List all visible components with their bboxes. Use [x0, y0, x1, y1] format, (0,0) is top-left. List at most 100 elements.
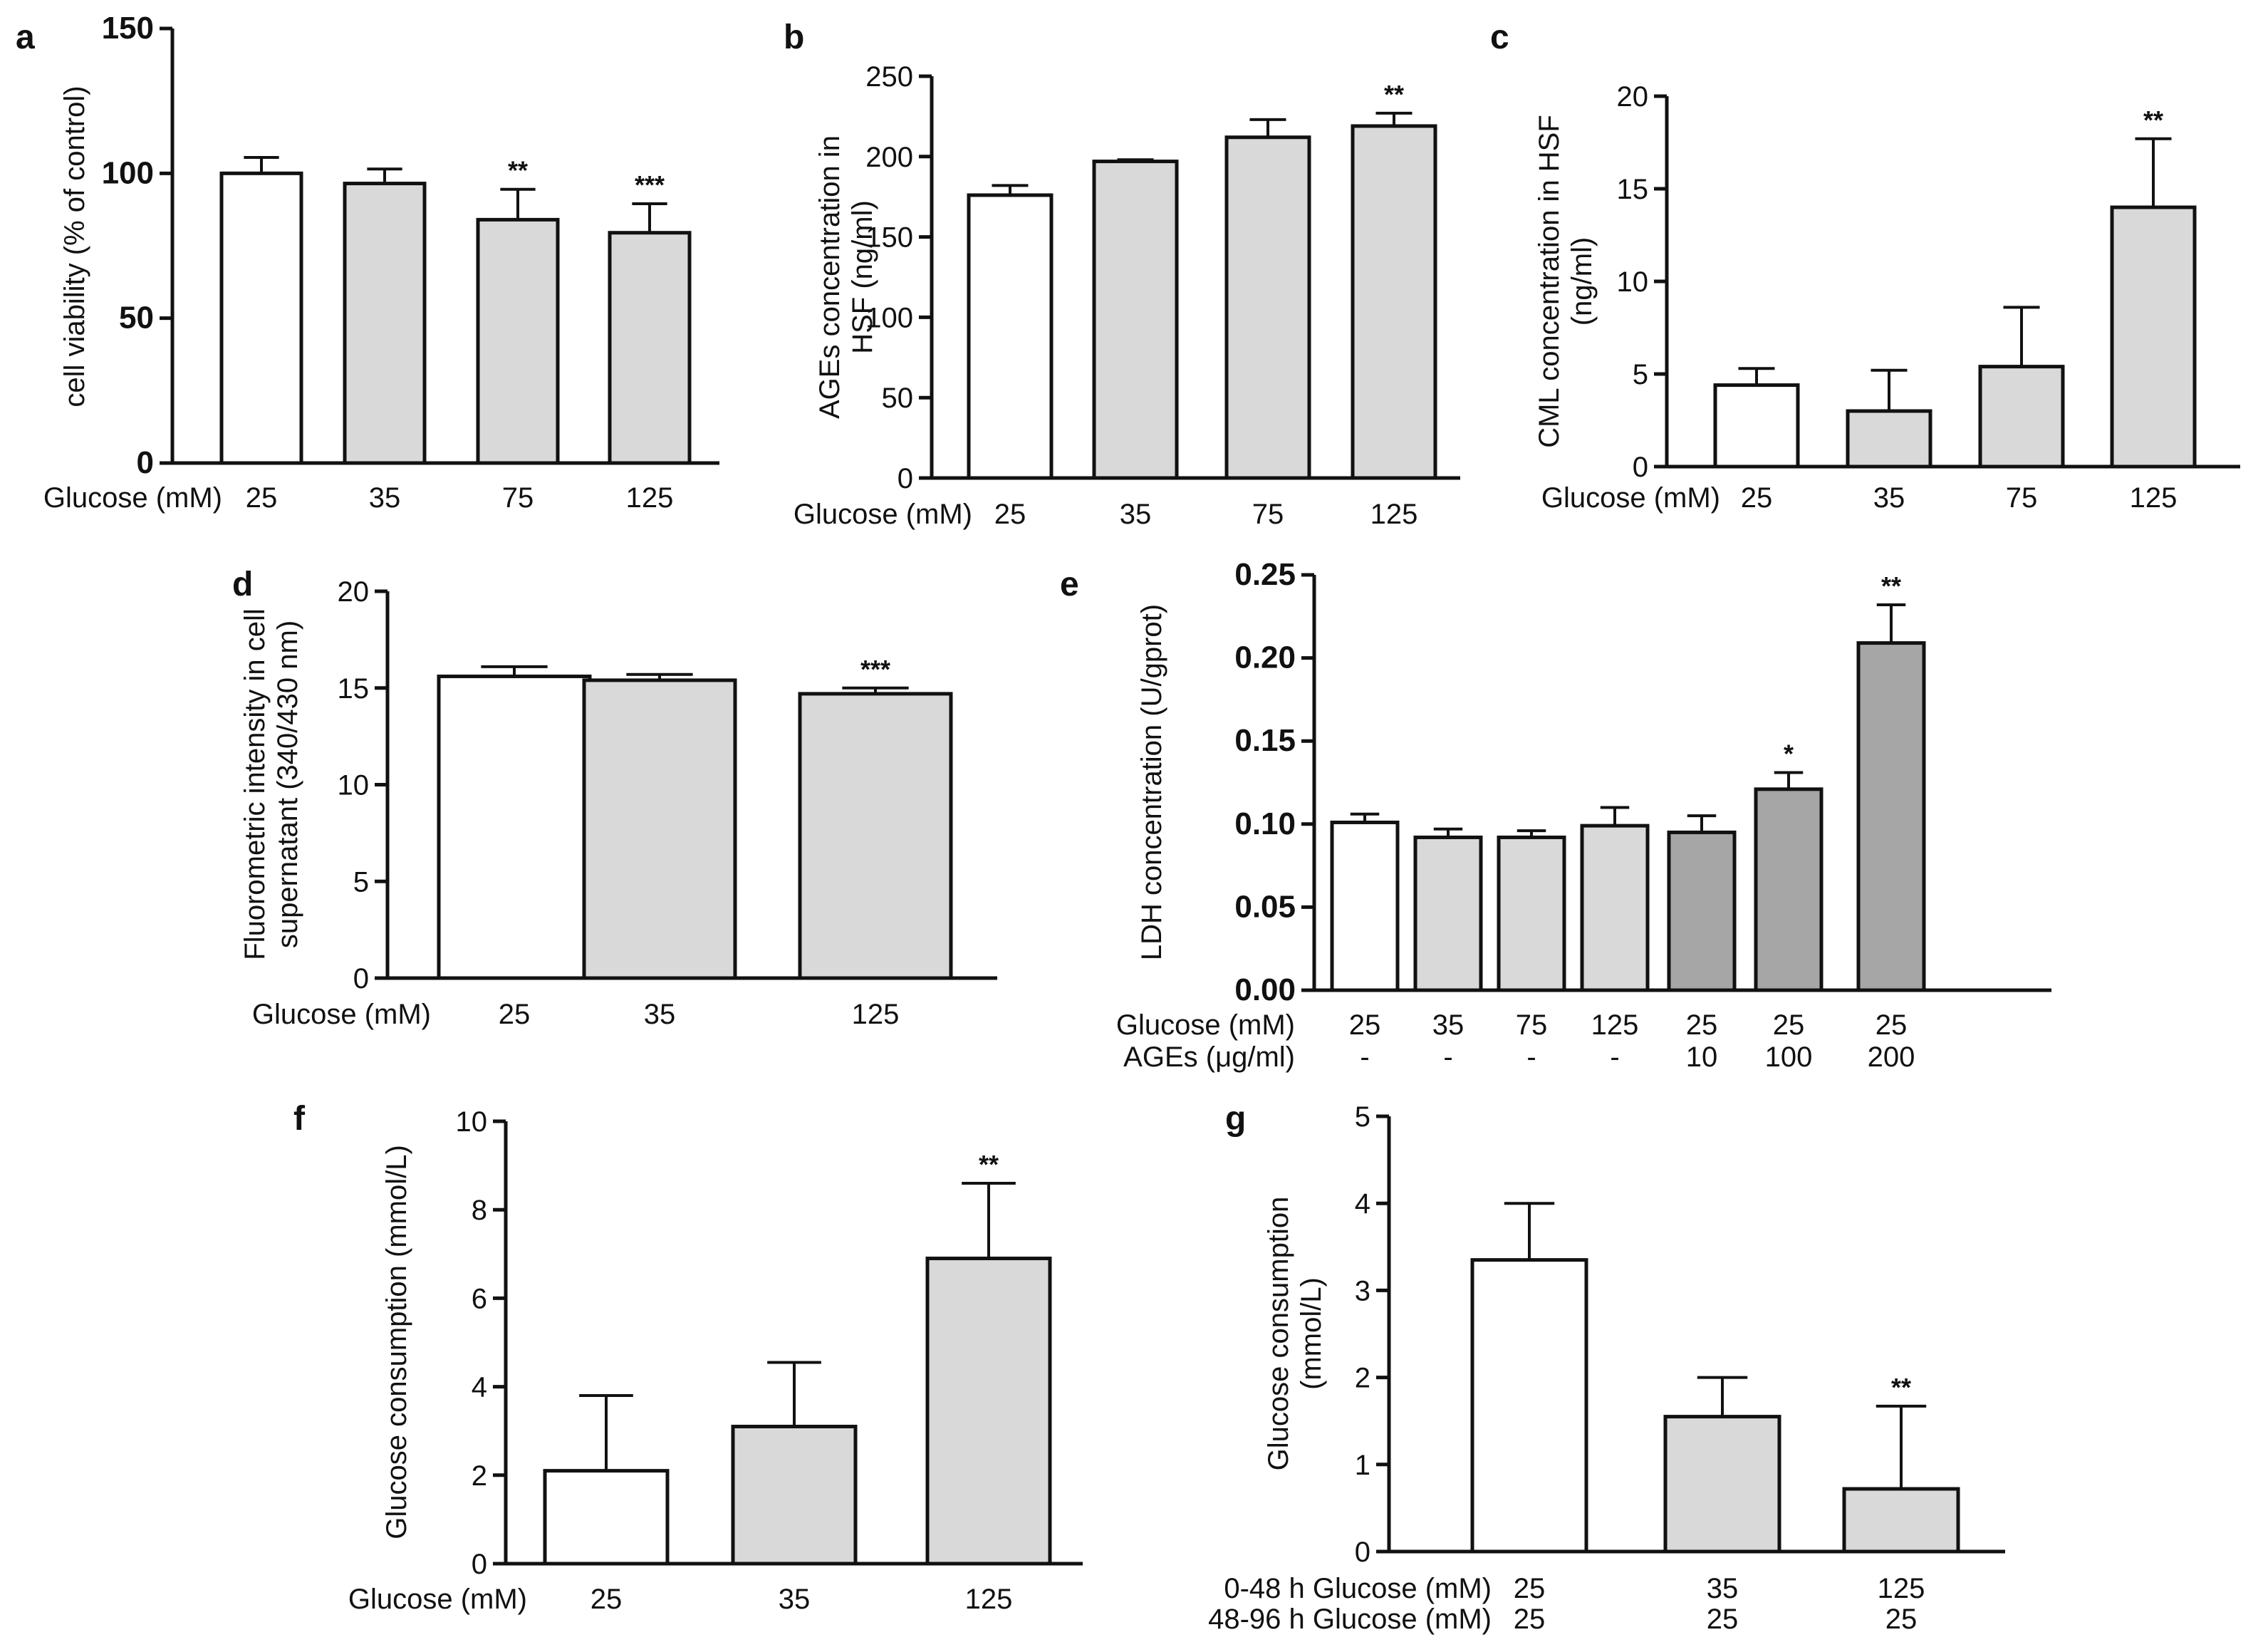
- bar-125: [2110, 205, 2197, 469]
- x-category-label: 125: [626, 482, 674, 514]
- x-category-label: 25: [591, 1584, 623, 1615]
- x-category-label: 25: [1741, 482, 1773, 514]
- y-tick-label: 6: [472, 1283, 487, 1314]
- x-category-label: 100: [1765, 1041, 1813, 1073]
- y-tick-label: 50: [882, 383, 914, 414]
- y-tick-label: 0: [898, 463, 913, 494]
- bar-35: [582, 678, 737, 980]
- y-axis-label-line: Glucose consumption (mmol/L): [381, 1145, 412, 1539]
- y-tick-label: 5: [1355, 1101, 1370, 1133]
- x-row-title: Glucose (mM): [1541, 482, 1720, 514]
- significance-marker: **: [1384, 80, 1404, 109]
- y-tick-label: 10: [1617, 266, 1649, 298]
- bar-35: [1846, 409, 1932, 469]
- x-category-label: 25: [1349, 1009, 1381, 1041]
- x-category-label: 25: [994, 499, 1026, 530]
- significance-marker: **: [508, 156, 528, 185]
- y-axis-label-line: cell viability (% of control): [59, 85, 90, 407]
- x-category-label: 125: [965, 1584, 1013, 1615]
- bar-125: [925, 1257, 1052, 1566]
- x-row-title: 48-96 h Glucose (mM): [1208, 1604, 1492, 1635]
- bar-35: [1413, 835, 1483, 992]
- bar-125: [1842, 1487, 1960, 1554]
- x-row-title: 0-48 h Glucose (mM): [1224, 1573, 1492, 1604]
- bar-25: [219, 171, 303, 465]
- y-tick-label: 0.20: [1234, 640, 1296, 675]
- bar-25: [543, 1469, 670, 1566]
- bar-75: [1978, 365, 2065, 469]
- x-category-label: 35: [1707, 1573, 1739, 1604]
- y-tick-label: 20: [1617, 81, 1649, 113]
- y-tick-label: 150: [102, 11, 154, 46]
- x-row-title: Glucose (mM): [252, 999, 431, 1030]
- significance-marker: ***: [635, 170, 665, 199]
- y-tick-label: 0: [1633, 452, 1648, 483]
- panel-b: b 0 50 100 150 200 250 AGEs concentration inHS…: [784, 19, 1460, 530]
- x-category-label: 25: [499, 999, 531, 1030]
- panel-letter-c: c: [1490, 19, 1509, 56]
- y-tick-label: 8: [472, 1195, 487, 1226]
- x-row-title: Glucose (mM): [1116, 1009, 1295, 1041]
- bar-35: [343, 182, 427, 465]
- x-category-label: 75: [2006, 482, 2038, 514]
- panel-letter-b: b: [784, 19, 804, 56]
- x-category-label: 35: [1873, 482, 1905, 514]
- x-category-label: 10: [1686, 1041, 1718, 1073]
- x-category-label: 200: [1868, 1041, 1915, 1073]
- x-category-label: 125: [1591, 1009, 1639, 1041]
- panel-d: d 0 5 10 15 20 Fluorometric intensity in cell…: [232, 566, 997, 1030]
- panel-letter-e: e: [1060, 566, 1079, 603]
- y-tick-label: 0.25: [1234, 557, 1296, 592]
- y-axis-label-line: HSF (ng/ml): [847, 200, 878, 354]
- bar-25: [1667, 830, 1737, 992]
- panel-a: a 0 50 100 150 cell viability (% of control)…: [16, 11, 719, 514]
- x-category-label: 25: [1514, 1604, 1546, 1635]
- y-axis-label: LDH concentration (U/gprot): [1136, 604, 1167, 960]
- y-axis-label-line: supernatant (340/430 nm): [272, 620, 303, 948]
- y-tick-label: 15: [338, 673, 370, 705]
- x-category-label: -: [1526, 1041, 1536, 1073]
- x-category-label: 35: [1120, 499, 1152, 530]
- y-tick-label: 3: [1355, 1275, 1370, 1306]
- panel-letter-d: d: [232, 566, 253, 603]
- y-axis-label: CML concentration in HSF(ng/ml): [1534, 115, 1598, 448]
- y-tick-label: 5: [1633, 359, 1648, 390]
- y-tick-label: 200: [865, 142, 913, 173]
- y-tick-label: 0: [137, 445, 154, 480]
- significance-marker: ***: [860, 655, 890, 684]
- y-axis-label: cell viability (% of control): [59, 85, 90, 407]
- panel-f: f 0 2 4 6 8 10 Glucose consumption (mmol/L) ** G…: [293, 1100, 1083, 1615]
- panel-g: g 0 1 2 3 4 5 Glucose consumption(mmol/L) ** 0-4…: [1208, 1100, 2005, 1635]
- bar-25: [437, 674, 592, 980]
- y-axis-label-line: (ng/ml): [1566, 237, 1598, 326]
- y-tick-label: 100: [102, 155, 154, 190]
- y-axis-label-line: Fluorometric intensity in cell: [239, 608, 271, 960]
- significance-marker: **: [1881, 571, 1901, 601]
- y-tick-label: 0: [1355, 1537, 1370, 1568]
- significance-marker: **: [979, 1150, 999, 1179]
- x-category-label: 25: [1885, 1604, 1918, 1635]
- x-category-label: 75: [1516, 1009, 1548, 1041]
- y-tick-label: 4: [1355, 1188, 1370, 1220]
- x-category-label: 75: [502, 482, 534, 514]
- y-tick-label: 2: [1355, 1363, 1370, 1394]
- x-category-label: 35: [779, 1584, 811, 1615]
- bar-35: [1092, 160, 1179, 480]
- y-tick-label: 10: [338, 770, 370, 801]
- bar-25: [1713, 383, 1800, 469]
- x-category-label: 25: [1707, 1604, 1739, 1635]
- x-category-label: -: [1443, 1041, 1452, 1073]
- panel-letter-g: g: [1225, 1100, 1246, 1138]
- significance-marker: *: [1784, 739, 1794, 769]
- y-tick-label: 0.00: [1234, 972, 1296, 1007]
- bar-35: [1663, 1415, 1781, 1554]
- y-tick-label: 10: [456, 1106, 488, 1138]
- x-row-title: AGEs (μg/ml): [1123, 1041, 1295, 1073]
- bar-25: [967, 193, 1054, 480]
- panel-letter-a: a: [16, 19, 35, 56]
- x-category-label: 35: [644, 999, 676, 1030]
- bar-25: [1856, 641, 1926, 992]
- x-category-label: 25: [1514, 1573, 1546, 1604]
- y-tick-label: 0.05: [1234, 889, 1296, 924]
- bar-125: [798, 692, 953, 980]
